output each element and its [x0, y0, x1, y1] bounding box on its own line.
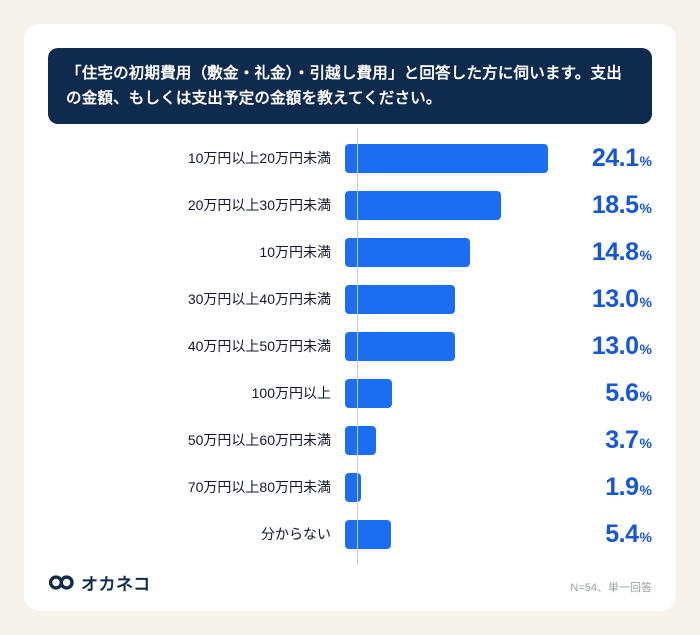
bar-value: 5.6% — [560, 379, 652, 408]
bar-track — [344, 511, 560, 558]
bar-row: 100万円以上 5.6% — [48, 370, 652, 417]
bar-category-label: 50万円以上60万円未満 — [187, 432, 331, 449]
bar-value: 5.4% — [560, 520, 652, 549]
bar-track — [344, 370, 560, 417]
bar-row: 分からない 5.4% — [48, 511, 652, 558]
question-banner: 「住宅の初期費用（敷金・礼金）・引越し費用」と回答した方に伺います。支出の金額、… — [48, 48, 652, 125]
bar-value-percent-sign: % — [639, 434, 652, 451]
bar-value: 1.9% — [560, 473, 652, 502]
brand-logo: オカネコ — [48, 570, 151, 595]
bar-track — [344, 135, 560, 182]
sample-size-note: N=54、単一回答 — [570, 582, 652, 594]
bar-row: 10万円未満 14.8% — [48, 229, 652, 276]
bar-value-percent-sign: % — [639, 340, 652, 357]
bar-fill — [345, 237, 470, 267]
card-footer: オカネコ N=54、単一回答 — [48, 566, 652, 595]
bar-row: 20万円以上30万円未満 18.5% — [48, 182, 652, 229]
bar-fill — [345, 472, 362, 502]
bar-value: 3.7% — [560, 426, 652, 455]
bar-value-number: 13.0 — [591, 284, 639, 313]
bar-value-number: 13.0 — [591, 331, 639, 360]
bar-value-percent-sign: % — [639, 387, 652, 404]
bar-category-label: 30万円以上40万円未満 — [187, 291, 331, 308]
bar-value-number: 24.1 — [591, 143, 639, 172]
bar-category-label: 分からない — [261, 526, 331, 543]
bar-track — [344, 464, 560, 511]
bar-category-label: 10万円以上20万円未満 — [187, 150, 331, 167]
bar-category-label: 70万円以上80万円未満 — [187, 479, 331, 496]
bar-row: 30万円以上40万円未満 13.0% — [48, 276, 652, 323]
bar-category-label: 100万円以上 — [251, 385, 331, 402]
bar-fill — [345, 425, 377, 455]
bar-value-percent-sign: % — [639, 199, 652, 216]
bar-track — [344, 417, 560, 464]
bar-track — [344, 323, 560, 370]
bar-value: 13.0% — [560, 332, 652, 361]
bar-fill — [345, 190, 501, 220]
bar-track — [344, 276, 560, 323]
bar-row: 50万円以上60万円未満 3.7% — [48, 417, 652, 464]
bar-value-percent-sign: % — [639, 528, 652, 545]
chart-axis-line — [357, 127, 358, 565]
bar-value-percent-sign: % — [639, 152, 652, 169]
bar-value-number: 3.7 — [605, 425, 639, 454]
bar-value-number: 5.6 — [605, 378, 639, 407]
bar-track — [344, 182, 560, 229]
bar-value-number: 5.4 — [605, 519, 639, 548]
bar-value-percent-sign: % — [639, 293, 652, 310]
bar-fill — [345, 378, 393, 408]
bar-value-number: 14.8 — [591, 237, 639, 266]
bar-fill — [345, 143, 549, 173]
bar-category-label: 10万円未満 — [259, 244, 331, 261]
bar-fill — [345, 331, 455, 361]
infinity-logo-icon — [48, 574, 75, 591]
bar-value-number: 18.5 — [591, 190, 639, 219]
question-text: 「住宅の初期費用（敷金・礼金）・引越し費用」と回答した方に伺います。支出の金額、… — [66, 65, 622, 108]
bar-fill — [345, 519, 391, 549]
bar-value: 14.8% — [560, 238, 652, 267]
bar-chart: 10万円以上20万円未満 24.1% 20万円以上30万円未満 18.5% 10万円未満… — [48, 124, 652, 566]
bar-row: 40万円以上50万円未満 13.0% — [48, 323, 652, 370]
bar-row: 10万円以上20万円未満 24.1% — [48, 135, 652, 182]
bar-track — [344, 229, 560, 276]
bar-value: 24.1% — [560, 144, 652, 173]
bar-rows: 10万円以上20万円未満 24.1% 20万円以上30万円未満 18.5% 10万円未満… — [48, 127, 652, 565]
bar-value-percent-sign: % — [639, 481, 652, 498]
bar-value: 13.0% — [560, 285, 652, 314]
bar-category-label: 20万円以上30万円未満 — [187, 197, 331, 214]
bar-value: 18.5% — [560, 191, 652, 220]
bar-value-percent-sign: % — [639, 246, 652, 263]
bar-fill — [345, 284, 455, 314]
bar-category-label: 40万円以上50万円未満 — [187, 338, 331, 355]
survey-chart-card: 「住宅の初期費用（敷金・礼金）・引越し費用」と回答した方に伺います。支出の金額、… — [24, 24, 676, 611]
bar-row: 70万円以上80万円未満 1.9% — [48, 464, 652, 511]
bar-value-number: 1.9 — [605, 472, 639, 501]
logo-text: オカネコ — [81, 575, 151, 594]
